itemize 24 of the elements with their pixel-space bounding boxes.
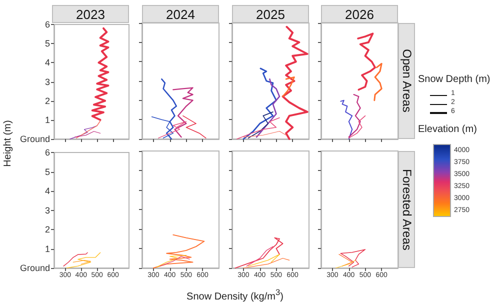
- y-tick-label: 3: [45, 205, 50, 216]
- y-tick-label: 2: [45, 224, 50, 234]
- text: Open Areas: [398, 23, 415, 139]
- legend-title: Snow Depth (m): [418, 74, 490, 85]
- color-bar-title: Elevation (m): [418, 124, 477, 135]
- x-axis-title: Snow Density (kg/m$^{3}$): [186, 287, 284, 302]
- y-tick-label: 5: [45, 166, 50, 177]
- chart-title: 2023: [52, 5, 129, 23]
- y-tick-label: Ground: [20, 134, 50, 144]
- y-tick-label: 3: [45, 76, 50, 87]
- y-tick-label: Ground: [20, 263, 50, 273]
- chart-title: 2026: [321, 5, 398, 23]
- y-tick-label: 6: [45, 20, 50, 30]
- y-tick-label: 2: [45, 96, 50, 106]
- y-axis-title: Height (m): [2, 119, 14, 169]
- y-tick-label: 1: [45, 244, 50, 254]
- y-tick-label: 6: [45, 148, 50, 158]
- chart-title: 2024: [142, 5, 219, 23]
- y-tick-label: 4: [45, 58, 50, 68]
- chart-title: 2025: [232, 5, 309, 23]
- y-tick-label: 5: [45, 38, 50, 49]
- y-tick-label: 4: [45, 186, 50, 196]
- y-tick-label: 1: [45, 114, 50, 125]
- text: Forested Areas: [398, 151, 415, 268]
